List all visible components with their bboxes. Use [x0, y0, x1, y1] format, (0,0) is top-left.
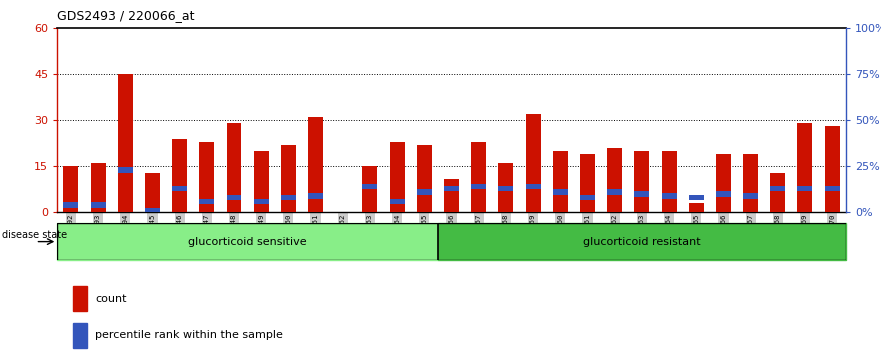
Bar [254, 199, 269, 204]
Bar [308, 193, 323, 199]
Text: disease state: disease state [2, 230, 67, 240]
Bar [716, 191, 731, 197]
Bar [63, 166, 78, 212]
Bar [770, 172, 785, 212]
Bar [199, 199, 214, 204]
Bar [444, 186, 459, 191]
Bar [145, 172, 160, 212]
Bar [770, 186, 785, 191]
Bar [825, 186, 840, 191]
Bar [254, 151, 269, 212]
Bar [716, 154, 731, 212]
Bar [91, 202, 106, 208]
Bar [199, 142, 214, 212]
Bar [526, 114, 541, 212]
Bar [471, 142, 486, 212]
Bar [797, 186, 812, 191]
Bar [145, 208, 160, 213]
Bar [172, 139, 187, 212]
Bar [662, 193, 677, 199]
Bar [471, 184, 486, 189]
Bar [580, 154, 595, 212]
Bar [362, 166, 377, 212]
Bar [743, 154, 758, 212]
Bar [73, 286, 87, 311]
Bar [91, 163, 106, 212]
Bar [825, 126, 840, 212]
Bar [281, 145, 296, 212]
Bar [308, 117, 323, 212]
Bar [580, 195, 595, 200]
Bar [797, 124, 812, 212]
Bar [499, 186, 514, 191]
Bar [743, 193, 758, 199]
Bar [57, 223, 438, 260]
Bar [552, 189, 567, 195]
Text: count: count [95, 294, 127, 304]
Bar [63, 202, 78, 208]
Text: GDS2493 / 220066_at: GDS2493 / 220066_at [57, 9, 195, 22]
Bar [226, 124, 241, 212]
Bar [389, 199, 404, 204]
Text: glucorticoid resistant: glucorticoid resistant [583, 236, 700, 247]
Text: glucorticoid sensitive: glucorticoid sensitive [189, 236, 307, 247]
Bar [73, 323, 87, 348]
Bar [607, 148, 622, 212]
Bar [226, 195, 241, 200]
Bar [172, 186, 187, 191]
Bar [689, 195, 704, 200]
Bar [362, 184, 377, 189]
Text: percentile rank within the sample: percentile rank within the sample [95, 330, 283, 340]
Bar [634, 151, 649, 212]
Bar [634, 191, 649, 197]
Bar [118, 167, 133, 173]
Bar [438, 223, 846, 260]
Bar [417, 145, 432, 212]
Bar [444, 179, 459, 212]
Bar [689, 203, 704, 212]
Bar [389, 142, 404, 212]
Bar [118, 74, 133, 212]
Bar [526, 184, 541, 189]
Bar [662, 151, 677, 212]
Bar [281, 195, 296, 200]
Bar [552, 151, 567, 212]
Bar [607, 189, 622, 195]
Bar [499, 163, 514, 212]
Bar [417, 189, 432, 195]
